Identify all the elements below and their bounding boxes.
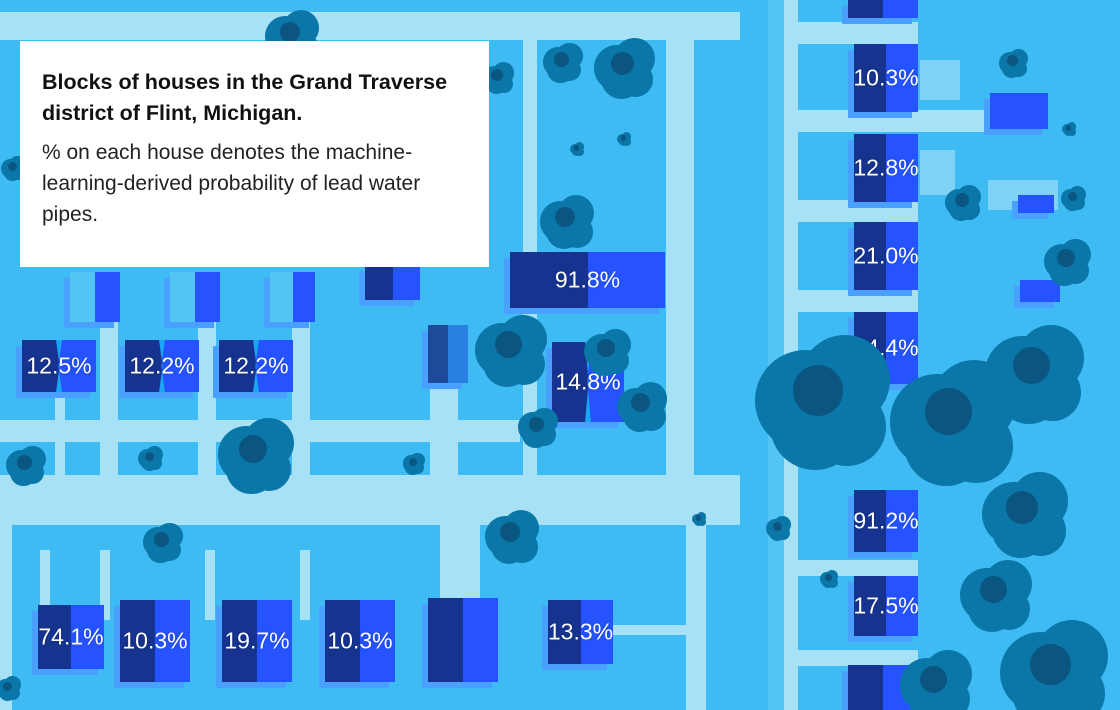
road [40,550,50,620]
road [0,475,740,525]
lead-probability-label: 13.3% [547,618,614,645]
house [990,93,1048,129]
tree-icon [617,132,633,148]
tree-icon [518,408,562,452]
tree-icon [1062,122,1078,138]
house [1018,195,1054,213]
house [170,272,220,322]
tree-icon [1061,186,1089,214]
road [798,560,918,576]
tree-icon [890,360,1030,500]
lead-probability-label: 91.2% [853,507,919,534]
tree-icon [403,453,427,477]
lead-probability-label: 12.8% [853,154,919,181]
house: 10.3% [325,600,395,682]
house [848,0,918,18]
tree-icon [766,516,794,544]
house: 12.5% [22,340,96,392]
lead-probability-label: 10.3% [122,627,188,654]
road [798,110,1028,132]
road [300,550,310,620]
house: 10.3% [120,600,190,682]
tree-icon [617,382,673,438]
tree-icon [543,43,587,87]
house: 12.2% [125,340,199,392]
lead-probability-label: 74.1% [38,623,104,650]
house: 19.7% [222,600,292,682]
tree-icon [138,446,166,474]
road [798,650,918,666]
road [686,525,706,710]
tree-icon [900,650,980,710]
lead-probability-label: 10.3% [327,627,393,654]
lead-probability-label: 21.0% [853,242,919,269]
lead-probability-label: 91.8% [554,266,621,293]
road [666,12,694,502]
house: 12.2% [219,340,293,392]
house [70,272,120,322]
road [100,320,118,480]
tree-icon [820,570,840,590]
tree-icon [482,62,518,98]
house: 12.8% [853,134,919,202]
house [428,325,468,383]
road [440,525,480,605]
road [600,625,690,635]
tree-icon [143,523,187,567]
tree-icon [755,335,905,485]
tree-icon [945,185,985,225]
house: 74.1% [38,605,104,669]
road [0,525,12,710]
road [430,380,458,480]
tree-icon [540,195,600,255]
lead-probability-label: 10.3% [853,64,919,91]
card-description: % on each house denotes the machine-lear… [42,141,421,226]
tree-icon [982,472,1078,568]
road [205,550,215,620]
tree-icon [218,418,302,502]
road [55,395,65,475]
house: 17.5% [853,576,919,636]
tree-icon [485,510,545,570]
tree-icon [570,142,586,158]
lead-probability-label: 19.7% [224,627,290,654]
road [740,0,768,710]
house: 10.3% [853,44,919,112]
tree-icon [475,315,555,395]
road [920,150,955,195]
road [798,290,918,312]
tree-icon [692,512,708,528]
tree-icon [6,446,50,490]
house [270,272,315,322]
road [0,12,740,40]
road [798,200,918,222]
house: 91.8% [510,252,665,308]
house [428,598,498,682]
road [292,320,310,480]
tree-icon [960,560,1040,640]
lead-probability-label: 17.5% [853,592,919,619]
road [798,22,918,44]
house [1020,280,1060,302]
tree-icon [1044,239,1096,291]
tree-icon [0,676,24,704]
road [920,60,960,100]
tree-icon [1000,620,1120,710]
lead-probability-label: 12.2% [129,352,195,379]
lead-probability-label: 12.5% [26,352,92,379]
house: 21.0% [853,222,919,290]
road [100,550,110,620]
road [198,320,216,480]
tree-icon [999,49,1031,81]
info-card: Blocks of houses in the Grand Traverse d… [20,41,489,267]
lead-probability-label: 12.2% [223,352,289,379]
tree-icon [584,329,636,381]
tree-icon [594,38,662,106]
house: 91.2% [853,490,919,552]
house: 13.3% [548,600,613,664]
card-title: Blocks of houses in the Grand Traverse d… [42,70,448,125]
house [365,265,420,300]
tree-icon [985,325,1095,435]
